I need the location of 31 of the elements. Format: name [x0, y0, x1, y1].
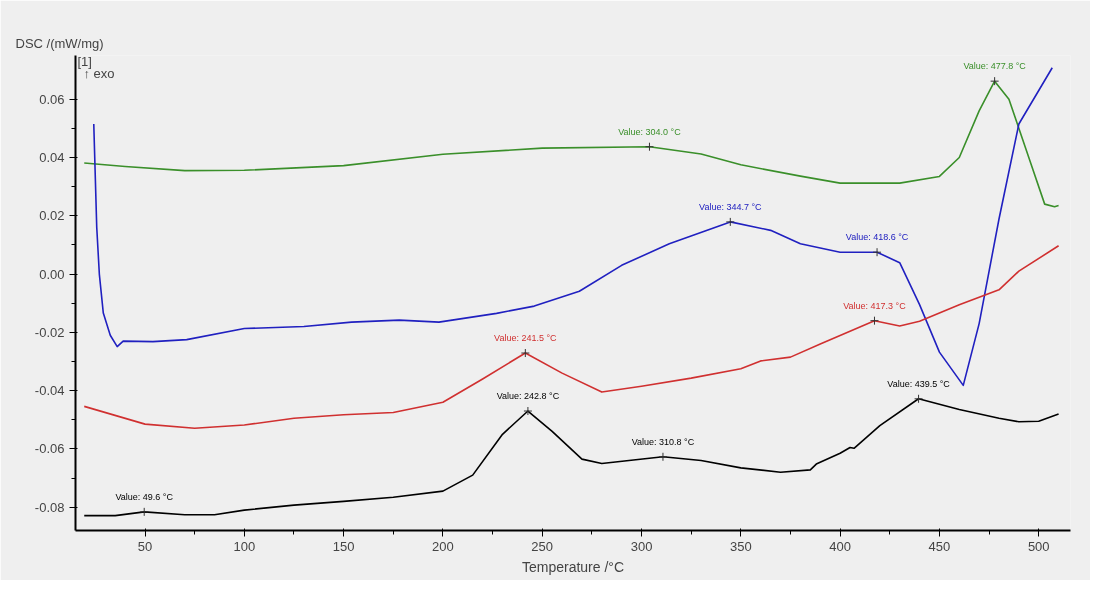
annotation: Value: 439.5 °C: [887, 378, 951, 389]
annotation: Value: 49.6 °C: [115, 491, 174, 502]
line-series: [83, 244, 1060, 430]
y-tick-label: 0.04: [39, 149, 65, 165]
y-tick-label: -0.04: [34, 383, 65, 399]
x-tick-label: 350: [729, 538, 752, 554]
x-axis-title: Temperature /°C: [521, 558, 625, 575]
annotation: Value: 477.8 °C: [963, 61, 1027, 72]
x-tick-label: 300: [630, 538, 653, 554]
x-tick-label: 150: [332, 538, 355, 554]
x-tick-label: 400: [829, 538, 851, 554]
annotation: Value: 344.7 °C: [699, 201, 763, 212]
annotation: Value: 242.8 °C: [496, 391, 560, 402]
y-tick-label: 0.02: [39, 208, 65, 224]
annotation: Value: 418.6 °C: [845, 232, 909, 243]
x-tick-label: 500: [1027, 538, 1050, 554]
x-tick-label: 200: [432, 538, 454, 554]
annotation: Value: 417.3 °C: [843, 300, 907, 311]
x-tick-label: 450: [928, 538, 951, 554]
annotation: Value: 241.5 °C: [494, 333, 558, 344]
x-tick-label: 250: [531, 538, 554, 554]
x-tick-label: 100: [233, 538, 256, 554]
y-tick-label: 0.00: [39, 266, 65, 282]
annotation: Value: 310.8 °C: [631, 436, 695, 447]
annotation: Value: 304.0 °C: [618, 126, 682, 137]
y-axis-title: DSC /(mW/mg): [15, 35, 104, 51]
y-tick-label: -0.08: [34, 499, 65, 515]
y-tick-label: 0.06: [39, 91, 65, 107]
y-tick-label: -0.02: [34, 324, 65, 340]
x-tick-label: 50: [137, 538, 153, 554]
y-tick-label: -0.06: [34, 441, 65, 457]
